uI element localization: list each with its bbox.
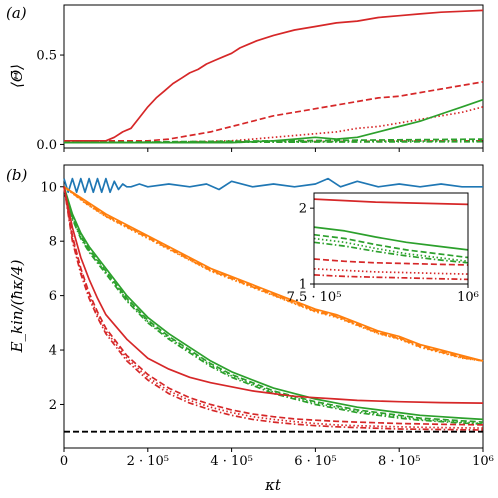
panel-b-series [63, 177, 484, 433]
panel-b-ylabel: E_kin/(ħκ/4) [8, 259, 26, 353]
inset-series-0 [313, 198, 469, 206]
panel-b-series-11 [63, 186, 484, 429]
panel-b-series-10 [63, 186, 484, 426]
panel-a-series-0 [64, 9, 484, 142]
panel-a-ytick-label-0: 0.0 [36, 138, 57, 153]
panel-b-label: (b) [6, 166, 27, 184]
panel-a-ylabel: ⟨Θ̄⟩ [8, 64, 26, 88]
panel-b-series-9 [63, 186, 484, 404]
panel-b-ytick-label-4: 10 [40, 180, 57, 195]
panel-a-series-2 [64, 106, 484, 144]
panel-a-ticks: 0.0 0.5 [36, 49, 484, 153]
panel-b-series-12 [63, 186, 484, 431]
inset-series-7 [313, 274, 469, 281]
panel-a-series-7 [63, 140, 484, 144]
panel-b-xlabel: κt [264, 476, 282, 494]
inset-series-4 [313, 241, 469, 264]
panel-b-ytick-label-2: 6 [49, 289, 57, 304]
panel-b-series-5 [63, 186, 484, 421]
inset-series-6 [313, 267, 469, 275]
panel-b-series-8 [63, 186, 484, 425]
panel-b-xtick-label-3: 6 · 10⁵ [294, 454, 336, 469]
panel-b-xtick-label-5: 10⁶ [472, 454, 494, 469]
panel-b-frame [63, 164, 484, 449]
panel-b-series-2 [63, 186, 484, 362]
panel-b: (b) E_kin/(ħκ/4) κt 2 4 6 8 10 0 2 · 10⁵ 4 · 10… [6, 164, 494, 494]
panel-b-ytick-label-1: 4 [49, 344, 57, 359]
inset-frame [313, 192, 469, 285]
panel-b-xtick-label-0: 0 [60, 454, 68, 469]
panel-b-ytick-label-3: 8 [49, 235, 57, 250]
panel-a-ytick-label-1: 0.5 [36, 49, 57, 64]
inset-ytick-label-1: 2 [299, 202, 307, 217]
panel-a-series-1 [64, 81, 484, 142]
panel-b-ticks: 2 4 6 8 10 0 2 · 10⁵ 4 · 10⁵ 6 · 10⁵ 8 · 10⁵ 10⁶ [40, 180, 493, 469]
inset-background [314, 193, 468, 284]
inset-series-2 [313, 233, 469, 259]
panel-b-xtick-label-1: 2 · 10⁵ [127, 454, 169, 469]
inset-series [313, 198, 469, 281]
inset-xtick-label-0: 7.5 · 10⁵ [287, 290, 342, 305]
panel-a: (a) ⟨Θ̄⟩ 0.0 0.5 [6, 4, 484, 153]
panel-b-xtick-label-4: 8 · 10⁵ [378, 454, 420, 469]
panel-b-series-6 [63, 186, 484, 423]
panel-b-series-3 [63, 186, 484, 362]
panel-b-xtick-label-2: 4 · 10⁵ [210, 454, 252, 469]
inset-series-1 [313, 226, 469, 251]
inset-ticks: 1 2 7.5 · 10⁵ 10⁶ [287, 202, 479, 305]
panel-b-series-4 [63, 186, 484, 362]
inset-xtick-label-1: 10⁶ [457, 290, 479, 305]
panel-a-series-5 [63, 138, 484, 144]
panel-b-ytick-label-0: 2 [49, 398, 57, 413]
panel-a-series-4 [64, 98, 484, 144]
panel-a-series [63, 9, 484, 144]
panel-a-label: (a) [6, 4, 27, 22]
inset-series-5 [313, 258, 469, 266]
inset-panel: 1 2 7.5 · 10⁵ 10⁶ [287, 192, 479, 305]
panel-b-series-1 [63, 186, 484, 362]
panel-b-series-0 [63, 177, 483, 194]
panel-a-frame [63, 4, 484, 149]
panel-b-series-7 [63, 186, 484, 425]
inset-ytick-label-0: 1 [299, 278, 307, 293]
panel-a-series-6 [63, 139, 484, 144]
